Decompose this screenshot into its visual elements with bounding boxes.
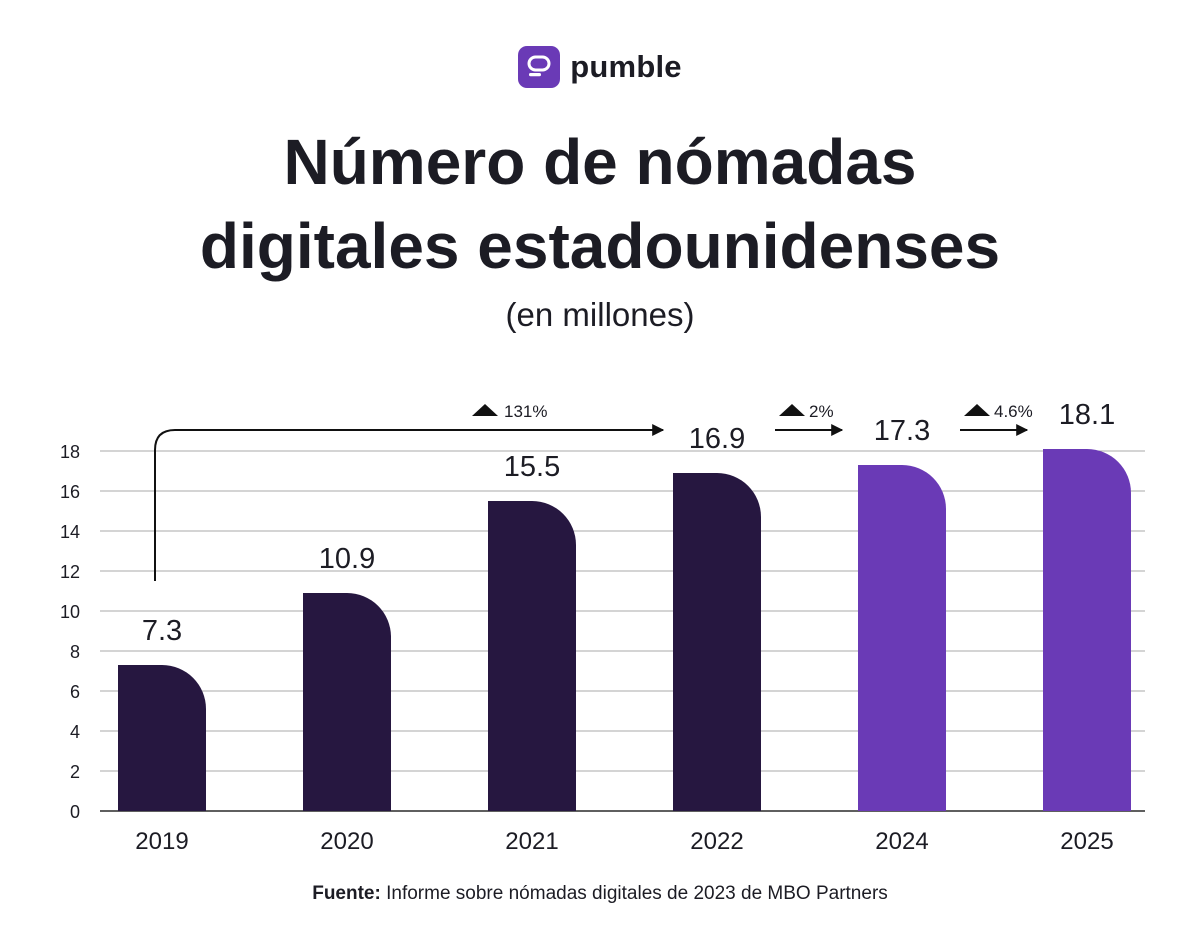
value-label-2019: 7.3 [142, 615, 182, 647]
y-tick-label-18: 18 [60, 442, 80, 462]
value-label-2022: 16.9 [689, 423, 745, 455]
x-tick-label-2019: 2019 [135, 828, 188, 855]
growth-triangle-2022-2024 [779, 404, 805, 416]
x-tick-label-2024: 2024 [875, 828, 928, 855]
source-note: Fuente: Informe sobre nómadas digitales … [0, 883, 1200, 905]
growth-label-2019-2022: 131% [504, 402, 547, 421]
x-tick-label-2021: 2021 [505, 828, 558, 855]
y-tick-label-10: 10 [60, 602, 80, 622]
brand-name: pumble [570, 49, 682, 84]
x-tick-label-2022: 2022 [690, 828, 743, 855]
growth-arrow-2019-2022 [154, 424, 665, 581]
chart-title-line-2: digitales estadounidenses [199, 210, 1001, 282]
bar-2024 [858, 465, 946, 811]
chart-subtitle: (en millones) [505, 296, 695, 333]
pumble-logo-icon [518, 46, 561, 88]
bar-2021 [488, 501, 576, 811]
growth-triangle-2024-2025 [964, 404, 990, 416]
value-label-2020: 10.9 [319, 543, 375, 575]
bar-chart: 0 2 4 6 8 10 12 14 16 18 7.3 2019 10.9 2020 15.5 2021 16… [60, 399, 1145, 855]
y-tick-label-0: 0 [70, 802, 80, 822]
growth-label-2022-2024: 2% [809, 402, 834, 421]
chart-title-line-1: Número de nómadas [283, 126, 917, 198]
chart-title: Número de nómadas digitales estadouniden… [0, 120, 1200, 288]
growth-triangle-2019-2022 [472, 404, 498, 416]
bar-2019 [118, 665, 206, 811]
bar-2025 [1043, 449, 1131, 811]
y-tick-label-14: 14 [60, 522, 80, 542]
source-label: Fuente: [312, 883, 381, 904]
value-label-2021: 15.5 [504, 451, 560, 483]
growth-label-2024-2025: 4.6% [994, 402, 1033, 421]
value-label-2025: 18.1 [1059, 399, 1115, 431]
brand: pumble [0, 46, 1200, 88]
source-text: Informe sobre nómadas digitales de 2023 … [386, 883, 888, 904]
value-label-2024: 17.3 [874, 415, 930, 447]
y-tick-label-2: 2 [70, 762, 80, 782]
y-tick-label-4: 4 [70, 722, 80, 742]
bar-2020 [303, 593, 391, 811]
y-tick-label-8: 8 [70, 642, 80, 662]
x-tick-label-2025: 2025 [1060, 828, 1113, 855]
y-tick-label-12: 12 [60, 562, 80, 582]
bar-2022 [673, 473, 761, 811]
x-tick-label-2020: 2020 [320, 828, 373, 855]
y-tick-label-16: 16 [60, 482, 80, 502]
y-tick-label-6: 6 [70, 682, 80, 702]
